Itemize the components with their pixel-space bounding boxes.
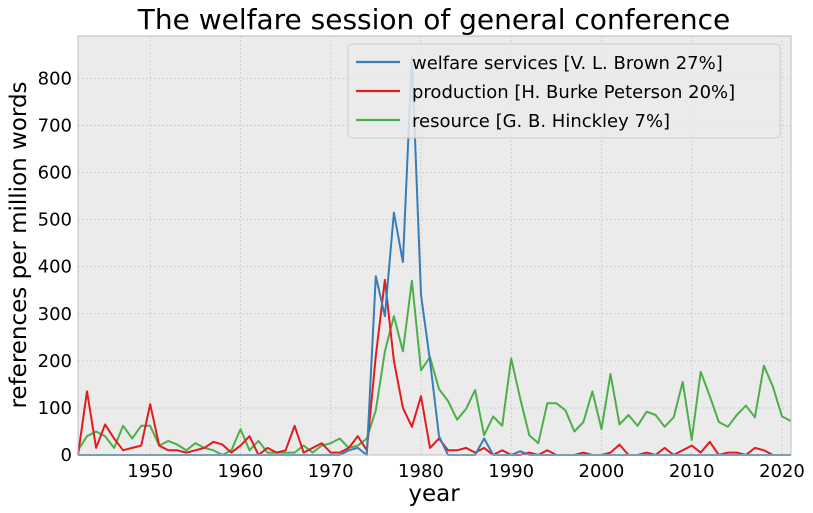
y-tick-label: 100 — [38, 398, 72, 419]
x-tick-label: 1980 — [398, 461, 444, 482]
y-tick-label: 200 — [38, 351, 72, 372]
y-tick-label: 800 — [38, 68, 72, 89]
x-tick-label: 2010 — [669, 461, 715, 482]
x-tick-label: 1960 — [218, 461, 264, 482]
plot-frame — [77, 35, 792, 456]
legend: welfare services [V. L. Brown 27%] produc… — [347, 43, 781, 139]
chart-title: The welfare session of general conferenc… — [137, 3, 731, 36]
y-tick-labels: 0 100 200 300 400 500 600 700 800 — [38, 68, 72, 466]
y-axis-label: references per million words — [6, 81, 32, 408]
y-tick-label: 700 — [38, 115, 72, 136]
x-tick-label: 2020 — [759, 461, 805, 482]
y-tick-label: 300 — [38, 304, 72, 325]
series-line-2 — [77, 279, 792, 456]
x-axis-label: year — [408, 481, 460, 507]
y-tick-label: 400 — [38, 257, 72, 278]
x-tick-label: 2000 — [579, 461, 625, 482]
legend-box — [347, 43, 781, 139]
y-tick-label: 600 — [38, 163, 72, 184]
x-tick-label: 1970 — [308, 461, 354, 482]
y-tick-label: 500 — [38, 210, 72, 231]
legend-label-2: resource [G. B. Hinckley 7%] — [412, 111, 670, 132]
legend-label-0: welfare services [V. L. Brown 27%] — [412, 53, 723, 74]
x-tick-label: 1950 — [127, 461, 173, 482]
legend-label-1: production [H. Burke Peterson 20%] — [412, 82, 735, 103]
x-tick-label: 1990 — [488, 461, 534, 482]
y-tick-label: 0 — [61, 445, 72, 466]
x-tick-labels: 1950 1960 1970 1980 1990 2000 2010 2020 — [127, 461, 805, 482]
series-line-1 — [77, 278, 791, 456]
